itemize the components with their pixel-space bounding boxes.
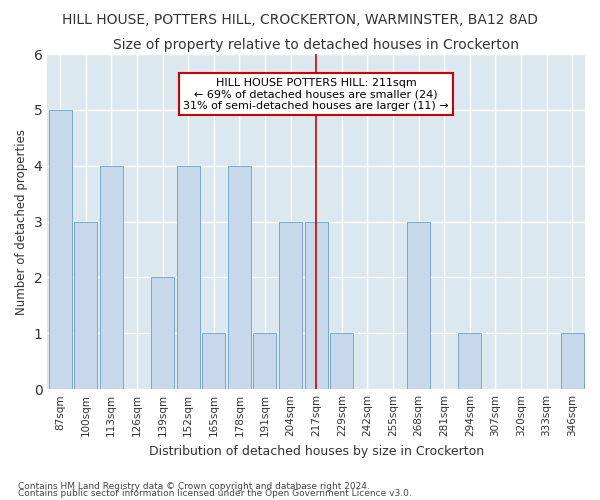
Y-axis label: Number of detached properties: Number of detached properties (15, 128, 28, 314)
Bar (100, 166, 123, 389)
Bar (407, 222, 430, 389)
Bar (49, 110, 71, 389)
Bar (176, 166, 200, 389)
Bar (560, 334, 584, 389)
Bar (279, 222, 302, 389)
Bar (228, 166, 251, 389)
Bar (74, 222, 97, 389)
Bar (151, 278, 174, 389)
Text: Contains public sector information licensed under the Open Government Licence v3: Contains public sector information licen… (18, 489, 412, 498)
Text: Contains HM Land Registry data © Crown copyright and database right 2024.: Contains HM Land Registry data © Crown c… (18, 482, 370, 491)
Text: HILL HOUSE POTTERS HILL: 211sqm
← 69% of detached houses are smaller (24)
31% of: HILL HOUSE POTTERS HILL: 211sqm ← 69% of… (184, 78, 449, 110)
Bar (330, 334, 353, 389)
Text: HILL HOUSE, POTTERS HILL, CROCKERTON, WARMINSTER, BA12 8AD: HILL HOUSE, POTTERS HILL, CROCKERTON, WA… (62, 12, 538, 26)
Bar (253, 334, 277, 389)
Bar (458, 334, 481, 389)
Bar (202, 334, 225, 389)
X-axis label: Distribution of detached houses by size in Crockerton: Distribution of detached houses by size … (149, 444, 484, 458)
Bar (305, 222, 328, 389)
Title: Size of property relative to detached houses in Crockerton: Size of property relative to detached ho… (113, 38, 519, 52)
